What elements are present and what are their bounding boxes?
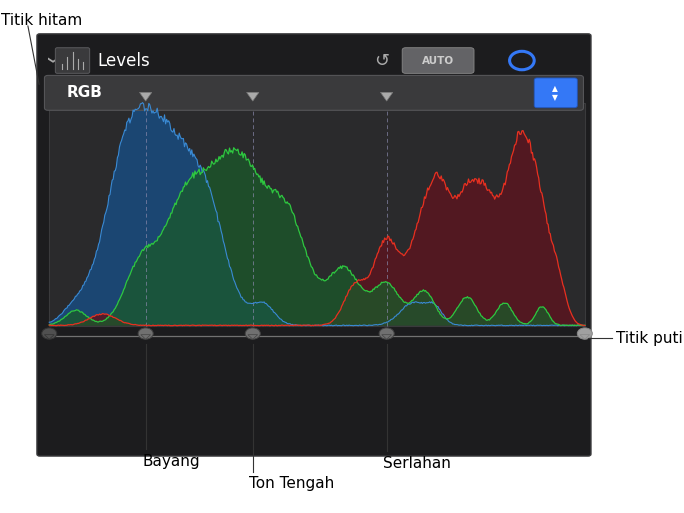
Text: ↺: ↺ — [374, 51, 389, 70]
Polygon shape — [580, 334, 590, 339]
Polygon shape — [380, 92, 393, 101]
FancyBboxPatch shape — [402, 48, 474, 73]
Polygon shape — [141, 334, 150, 339]
Polygon shape — [382, 334, 391, 339]
Text: Ton Tengah: Ton Tengah — [250, 476, 334, 491]
Circle shape — [246, 328, 261, 339]
Circle shape — [138, 328, 153, 339]
Polygon shape — [247, 92, 259, 101]
FancyBboxPatch shape — [534, 78, 577, 108]
Text: Titik hitam: Titik hitam — [1, 13, 83, 28]
Text: ▼: ▼ — [553, 93, 558, 102]
Text: Levels: Levels — [98, 51, 150, 70]
Text: Titik putih: Titik putih — [616, 330, 684, 346]
Polygon shape — [140, 92, 152, 101]
Text: RGB: RGB — [67, 85, 103, 100]
Circle shape — [577, 328, 592, 339]
Text: ▲: ▲ — [553, 84, 558, 93]
Circle shape — [42, 328, 57, 339]
Polygon shape — [49, 131, 585, 326]
Polygon shape — [49, 103, 585, 326]
Polygon shape — [44, 334, 54, 339]
FancyBboxPatch shape — [44, 75, 583, 110]
FancyBboxPatch shape — [49, 103, 585, 326]
Text: AUTO: AUTO — [422, 55, 453, 66]
FancyBboxPatch shape — [37, 34, 591, 456]
FancyBboxPatch shape — [55, 48, 90, 73]
Text: Bayang: Bayang — [142, 454, 200, 469]
Text: Serlahan: Serlahan — [383, 456, 451, 470]
Polygon shape — [248, 334, 258, 339]
Text: ❯: ❯ — [46, 56, 55, 65]
Circle shape — [379, 328, 394, 339]
Polygon shape — [49, 148, 585, 326]
